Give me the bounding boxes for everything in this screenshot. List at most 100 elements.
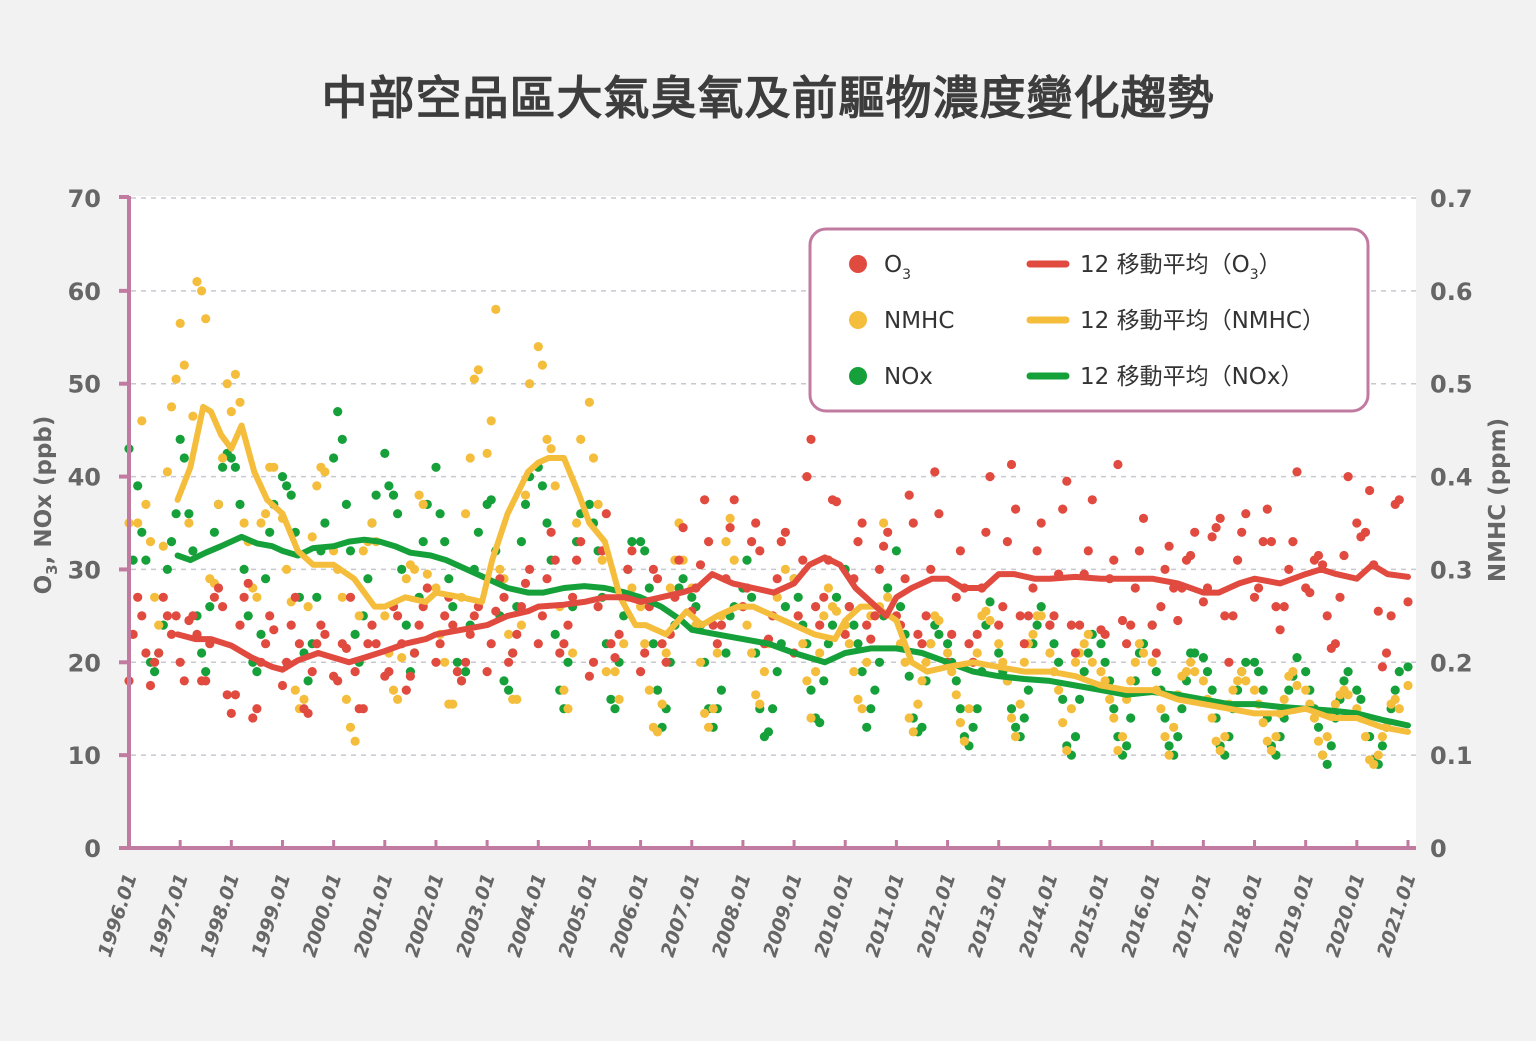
o3-point <box>652 574 663 584</box>
o3-point <box>154 648 164 658</box>
nox-point <box>636 537 646 547</box>
nmhc-point <box>849 667 859 677</box>
o3-point <box>166 629 177 640</box>
o3-point <box>1138 513 1149 524</box>
nmhc-point <box>1249 685 1260 695</box>
nox-point <box>849 620 859 630</box>
y-left-tick-label: 10 <box>68 742 101 770</box>
o3-point <box>265 611 275 621</box>
nox-point <box>955 704 966 714</box>
nox-point <box>972 704 982 714</box>
nmhc-point <box>133 518 143 528</box>
nox-point <box>640 546 650 556</box>
nox-point <box>1377 741 1387 751</box>
nmhc-point <box>844 639 854 649</box>
nmhc-point <box>926 639 936 649</box>
nmhc-point <box>913 699 923 709</box>
o3-point <box>1122 639 1132 649</box>
o3-point <box>1343 472 1353 482</box>
o3-point <box>1036 518 1046 528</box>
nox-point <box>1070 732 1081 742</box>
o3-point <box>1279 602 1289 612</box>
o3-point <box>516 602 527 612</box>
o3-point <box>704 537 714 547</box>
o3-point <box>716 620 727 630</box>
nox-point <box>823 639 834 649</box>
o3-point <box>261 639 271 649</box>
nox-point <box>883 583 893 593</box>
x-tick-label: 2005.01 <box>554 871 602 960</box>
nmhc-point <box>904 713 914 723</box>
nmhc-point <box>486 416 496 426</box>
nmhc-point <box>341 694 351 705</box>
o3-point <box>363 639 373 649</box>
nox-point <box>584 499 595 509</box>
nmhc-point <box>1147 657 1157 667</box>
nmhc-point <box>226 407 236 417</box>
nmhc-point <box>546 444 556 454</box>
nox-point <box>780 602 791 612</box>
x-axis-ticks: 1996.01 1997.01 1998.01 1999.01 2000.01 2001.… <box>94 840 1421 960</box>
nox-point <box>1198 653 1208 663</box>
nox-point <box>243 611 253 621</box>
o3-point <box>593 602 603 612</box>
o3-point <box>145 680 156 691</box>
x-tick-label: 2002.01 <box>401 871 449 960</box>
nox-point <box>1083 648 1093 658</box>
x-tick-label: 2009.01 <box>759 871 807 960</box>
nox-point <box>934 629 944 640</box>
nmhc-point <box>1019 657 1029 667</box>
nmhc-point <box>1360 732 1371 742</box>
o3-point <box>213 583 224 593</box>
nox-point <box>282 481 292 491</box>
nmhc-point <box>491 304 501 314</box>
nmhc-point <box>1258 718 1268 728</box>
nox-point <box>188 546 198 556</box>
nox-point <box>1019 713 1029 723</box>
o3-point <box>636 667 646 677</box>
nmhc-point <box>162 467 172 477</box>
nox-point <box>201 667 211 677</box>
nox-point <box>652 685 663 695</box>
nmhc-point <box>440 657 450 667</box>
o3_ma-line <box>174 554 1411 673</box>
o3-point <box>209 592 219 602</box>
nox-point <box>1075 694 1085 705</box>
nox-point <box>1190 648 1200 658</box>
o3-point <box>269 625 279 635</box>
o3-point <box>806 434 816 444</box>
nox-point <box>1352 685 1362 695</box>
nmhc-point <box>145 537 156 547</box>
nmhc-point <box>1126 676 1136 686</box>
o3-point <box>555 648 565 658</box>
nox-point <box>610 704 620 714</box>
o3-point <box>537 611 548 621</box>
y-right-tick-label: 0 <box>1430 835 1447 863</box>
nox-point <box>141 555 151 565</box>
o3-point <box>866 634 876 644</box>
o3-point <box>1160 564 1170 575</box>
nmhc-point <box>955 718 966 728</box>
x-tick-label: 2017.01 <box>1168 871 1216 960</box>
o3-point <box>1403 597 1413 607</box>
o3-point <box>158 592 168 602</box>
nmhc-point <box>184 518 194 528</box>
nmhc-point <box>1330 699 1340 709</box>
o3-point <box>222 690 232 700</box>
nmhc-point <box>1045 648 1055 658</box>
nmhc-point <box>1062 745 1072 756</box>
o3-point <box>921 611 931 621</box>
o3-point <box>171 611 181 621</box>
nox-point <box>230 462 240 472</box>
o3-point <box>831 497 842 507</box>
nox-point <box>286 490 296 500</box>
o3-point <box>550 555 560 565</box>
nox-point <box>401 620 411 630</box>
nmhc-point <box>815 648 825 658</box>
nmhc-point <box>759 667 770 677</box>
nox-point <box>239 564 249 575</box>
nox-point <box>862 722 872 732</box>
o3-point <box>504 657 514 667</box>
y-right-tick-label: 0.5 <box>1430 371 1473 399</box>
